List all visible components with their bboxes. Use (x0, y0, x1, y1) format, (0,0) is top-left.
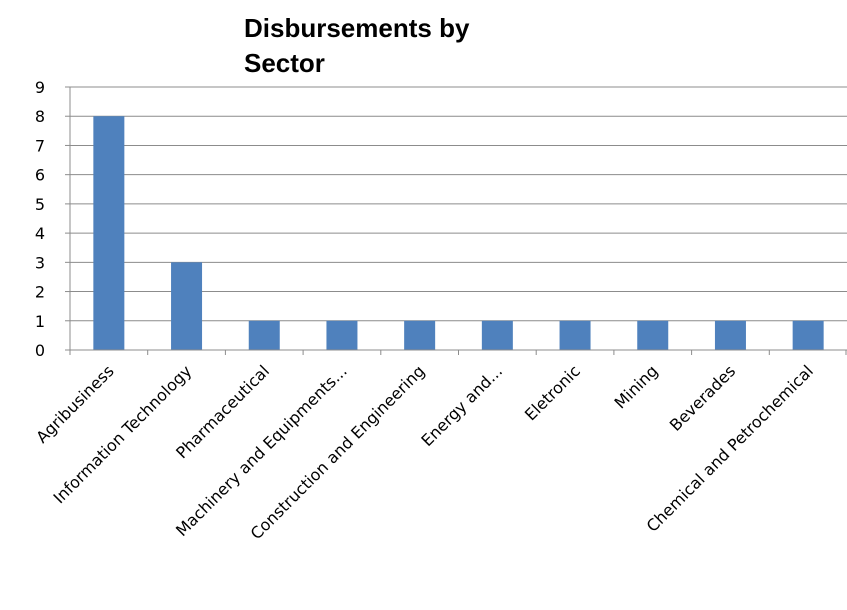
chart-title-line-2: Sector (244, 48, 325, 78)
y-tick-label-3: 3 (35, 253, 45, 272)
category-label-0: Agribusiness (32, 361, 117, 446)
category-label-9: Chemical and Petrochemical (643, 361, 817, 535)
y-tick-label-4: 4 (35, 224, 45, 243)
category-label-5: Energy and... (417, 361, 506, 450)
bar-5 (482, 321, 513, 350)
bar-4 (404, 321, 435, 350)
chart-title-line-1: Disbursements by (244, 13, 470, 43)
y-tick-label-8: 8 (35, 107, 45, 126)
bar-8 (715, 321, 746, 350)
y-tick-label-9: 9 (35, 78, 45, 97)
bar-9 (793, 321, 824, 350)
y-tick-label-0: 0 (35, 341, 45, 360)
bar-1 (171, 262, 202, 350)
category-label-6: Eletronic (521, 361, 584, 424)
y-tick-label-7: 7 (35, 136, 45, 155)
category-label-4: Construction and Engineering (247, 361, 429, 543)
bar-0 (93, 116, 124, 350)
category-label-8: Beverades (666, 361, 739, 434)
bar-2 (249, 321, 280, 350)
bar-6 (560, 321, 591, 350)
bar-3 (326, 321, 357, 350)
y-tick-label-2: 2 (35, 283, 45, 302)
y-tick-label-1: 1 (35, 312, 45, 331)
category-label-7: Mining (611, 361, 662, 412)
y-axis-ticks: 0 1 2 3 4 5 6 7 8 9 (35, 78, 70, 360)
bar-7 (637, 321, 668, 350)
y-tick-label-6: 6 (35, 166, 45, 185)
category-label-1: Information Technology (49, 361, 195, 507)
category-label-3: Machinery and Equipments... (172, 361, 351, 540)
y-tick-label-5: 5 (35, 195, 45, 214)
chart-title: Disbursements by Sector (244, 13, 470, 78)
